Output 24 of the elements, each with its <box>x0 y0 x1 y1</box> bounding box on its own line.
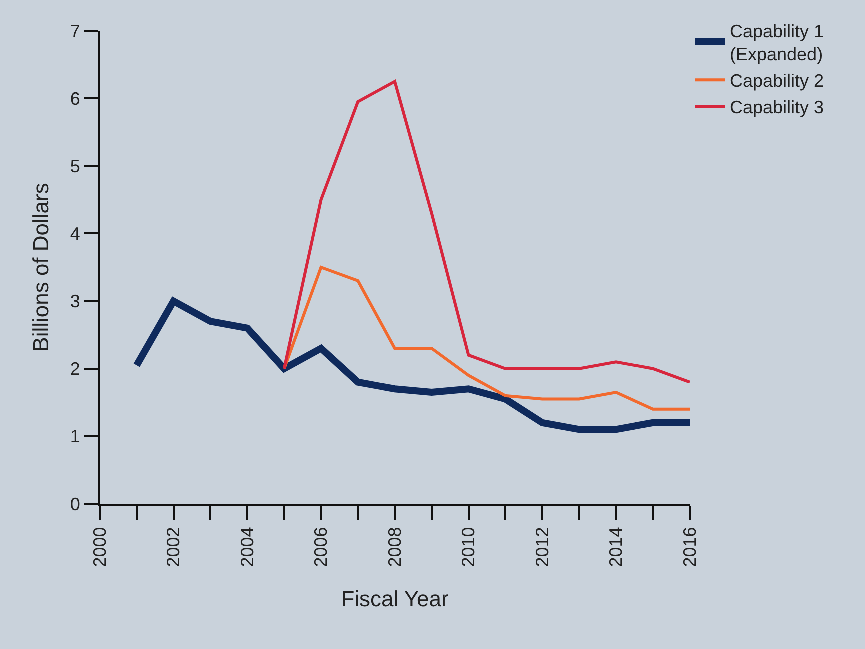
line-series <box>282 266 690 411</box>
x-axis-title: Fiscal Year <box>341 586 449 612</box>
y-tick-label: 0 <box>70 494 80 514</box>
line-series <box>282 80 690 384</box>
x-tick-label: 2010 <box>458 527 479 568</box>
y-tick-label: 7 <box>70 21 80 42</box>
x-tick-label: 2016 <box>680 527 700 568</box>
x-tick-label: 2012 <box>532 527 552 568</box>
x-tick-label: 2004 <box>237 527 258 568</box>
x-tick-label: 2006 <box>311 527 332 568</box>
y-tick-label: 1 <box>70 426 80 447</box>
x-tick-label: 2000 <box>90 527 110 568</box>
y-tick-label: 5 <box>70 156 80 176</box>
y-tick-label: 2 <box>70 359 80 380</box>
y-tick-label: 4 <box>70 224 80 244</box>
x-tick-label: 2008 <box>384 527 405 568</box>
x-tick-label: 2002 <box>164 527 184 568</box>
y-tick-label: 3 <box>70 292 80 312</box>
x-tick-label: 2014 <box>606 527 626 568</box>
legend-label: Capability 2 <box>730 71 824 92</box>
y-axis-title: Billions of Dollars <box>28 183 54 352</box>
y-tick-label: 6 <box>70 88 80 109</box>
legend-label: Capability 1 (Expanded) <box>730 21 824 65</box>
legend-label: Capability 3 <box>730 98 824 118</box>
